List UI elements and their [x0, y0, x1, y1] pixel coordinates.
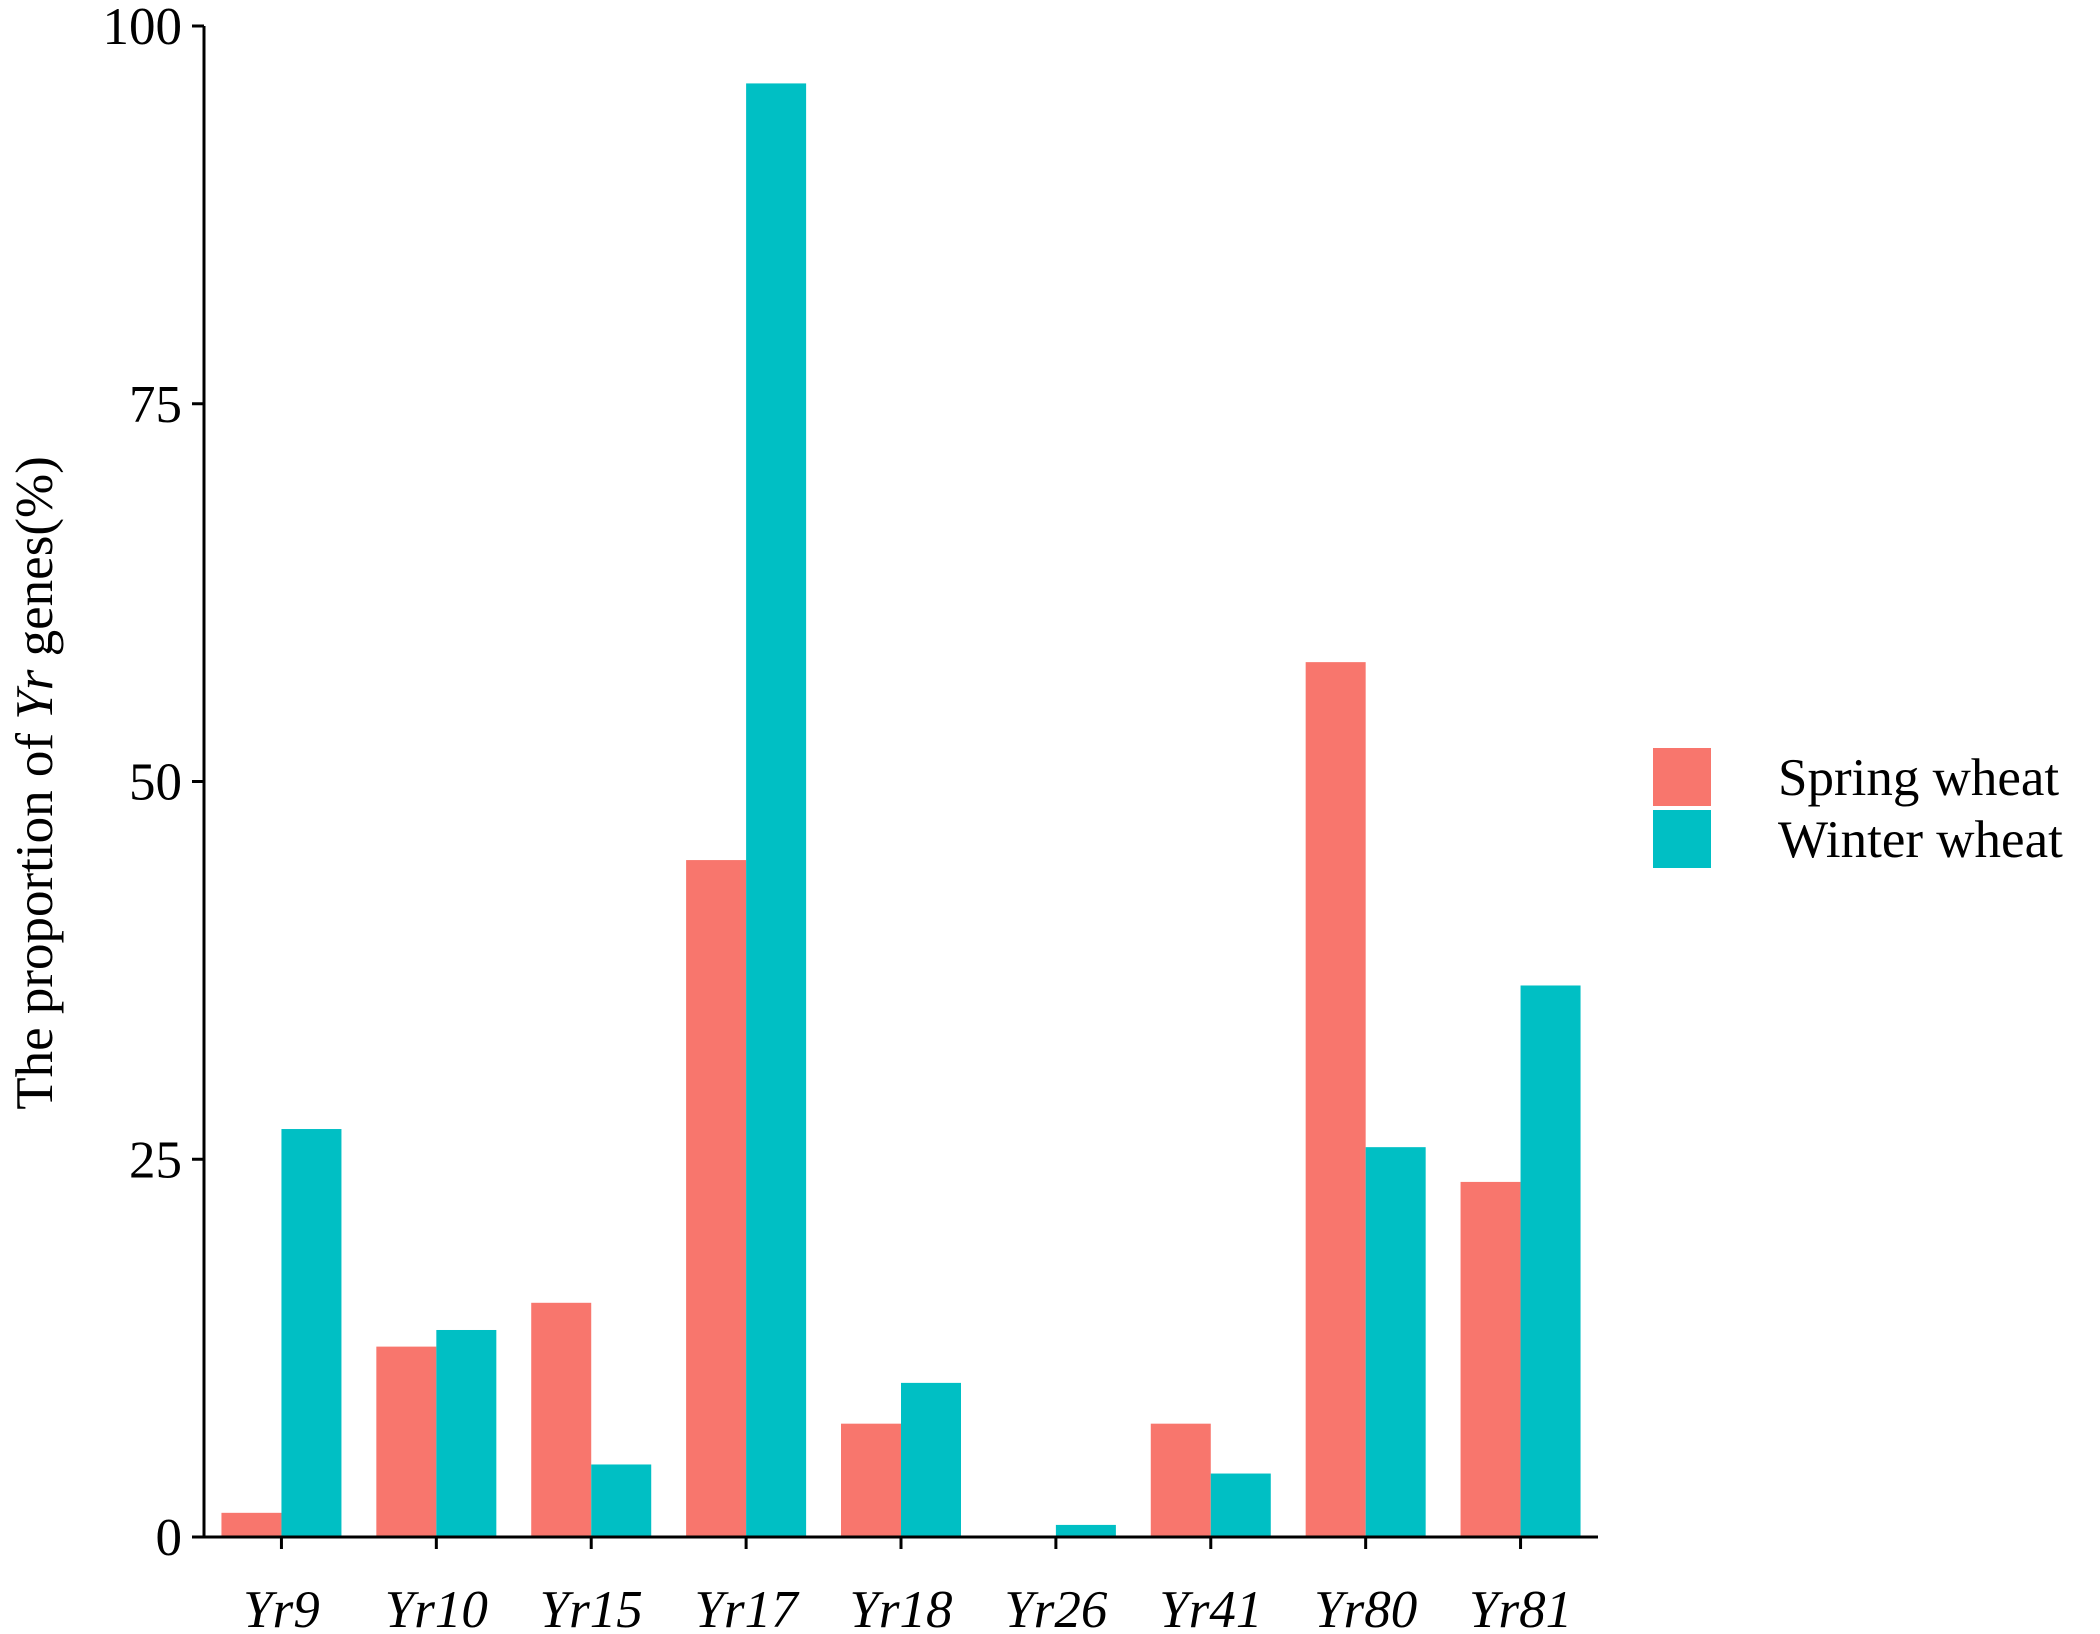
- x-tick-label: Yr80: [1314, 1581, 1417, 1634]
- bar-winter-wheat-yr17: [746, 83, 807, 1538]
- x-tick-label: Yr9: [243, 1581, 320, 1634]
- x-tick-label: Yr26: [1004, 1581, 1108, 1634]
- x-tick-label: Yr15: [540, 1581, 643, 1634]
- bar-spring-wheat-yr9: [221, 1512, 282, 1537]
- y-tick-label: 50: [129, 754, 182, 812]
- bar-winter-wheat-yr81: [1520, 985, 1581, 1537]
- bar-spring-wheat-yr18: [841, 1423, 901, 1537]
- bar-spring-wheat-yr81: [1460, 1181, 1521, 1537]
- bar-winter-wheat-yr9: [281, 1129, 342, 1537]
- y-axis-title-suffix: genes(%): [6, 456, 64, 669]
- x-axis-ticks: Yr9 Yr10 Yr15 Yr17 Yr18 Yr26 Yr41 Yr80 Yr81: [243, 1537, 1572, 1634]
- legend-label: Spring wheat: [1778, 749, 2059, 807]
- y-tick-label: 100: [103, 0, 183, 56]
- x-tick-label: Yr41: [1159, 1581, 1262, 1634]
- bar-winter-wheat-yr26: [1055, 1524, 1116, 1537]
- x-tick-label: Yr10: [385, 1581, 488, 1634]
- y-axis-title-prefix: The proportion of: [6, 720, 64, 1110]
- legend-swatch: [1653, 810, 1711, 868]
- bar-spring-wheat-yr10: [376, 1346, 437, 1537]
- bar-winter-wheat-yr41: [1210, 1473, 1271, 1537]
- y-axis-ticks: 0 25 50 75 100: [103, 0, 204, 1567]
- legend-swatch: [1653, 748, 1711, 806]
- x-tick-label: Yr81: [1469, 1581, 1572, 1634]
- bar-winter-wheat-yr10: [436, 1329, 497, 1537]
- y-axis-title: The proportion of Yr genes(%): [6, 456, 64, 1110]
- bar-winter-wheat-yr18: [901, 1382, 961, 1537]
- bars-group: [221, 83, 1581, 1538]
- bar-spring-wheat-yr17: [686, 860, 747, 1537]
- bar-spring-wheat-yr41: [1150, 1423, 1211, 1537]
- bar-spring-wheat-yr15: [531, 1302, 592, 1537]
- bar-spring-wheat-yr80: [1305, 662, 1366, 1537]
- y-tick-label: 75: [129, 376, 182, 434]
- x-tick-label: Yr17: [695, 1581, 801, 1634]
- bar-winter-wheat-yr80: [1365, 1147, 1426, 1537]
- x-tick-label: Yr18: [849, 1581, 952, 1634]
- y-tick-label: 25: [129, 1131, 182, 1189]
- y-tick-label: 0: [156, 1509, 183, 1567]
- y-axis-title-italic: Yr: [6, 669, 64, 719]
- bar-winter-wheat-yr15: [591, 1464, 652, 1537]
- legend-label: Winter wheat: [1778, 811, 2063, 869]
